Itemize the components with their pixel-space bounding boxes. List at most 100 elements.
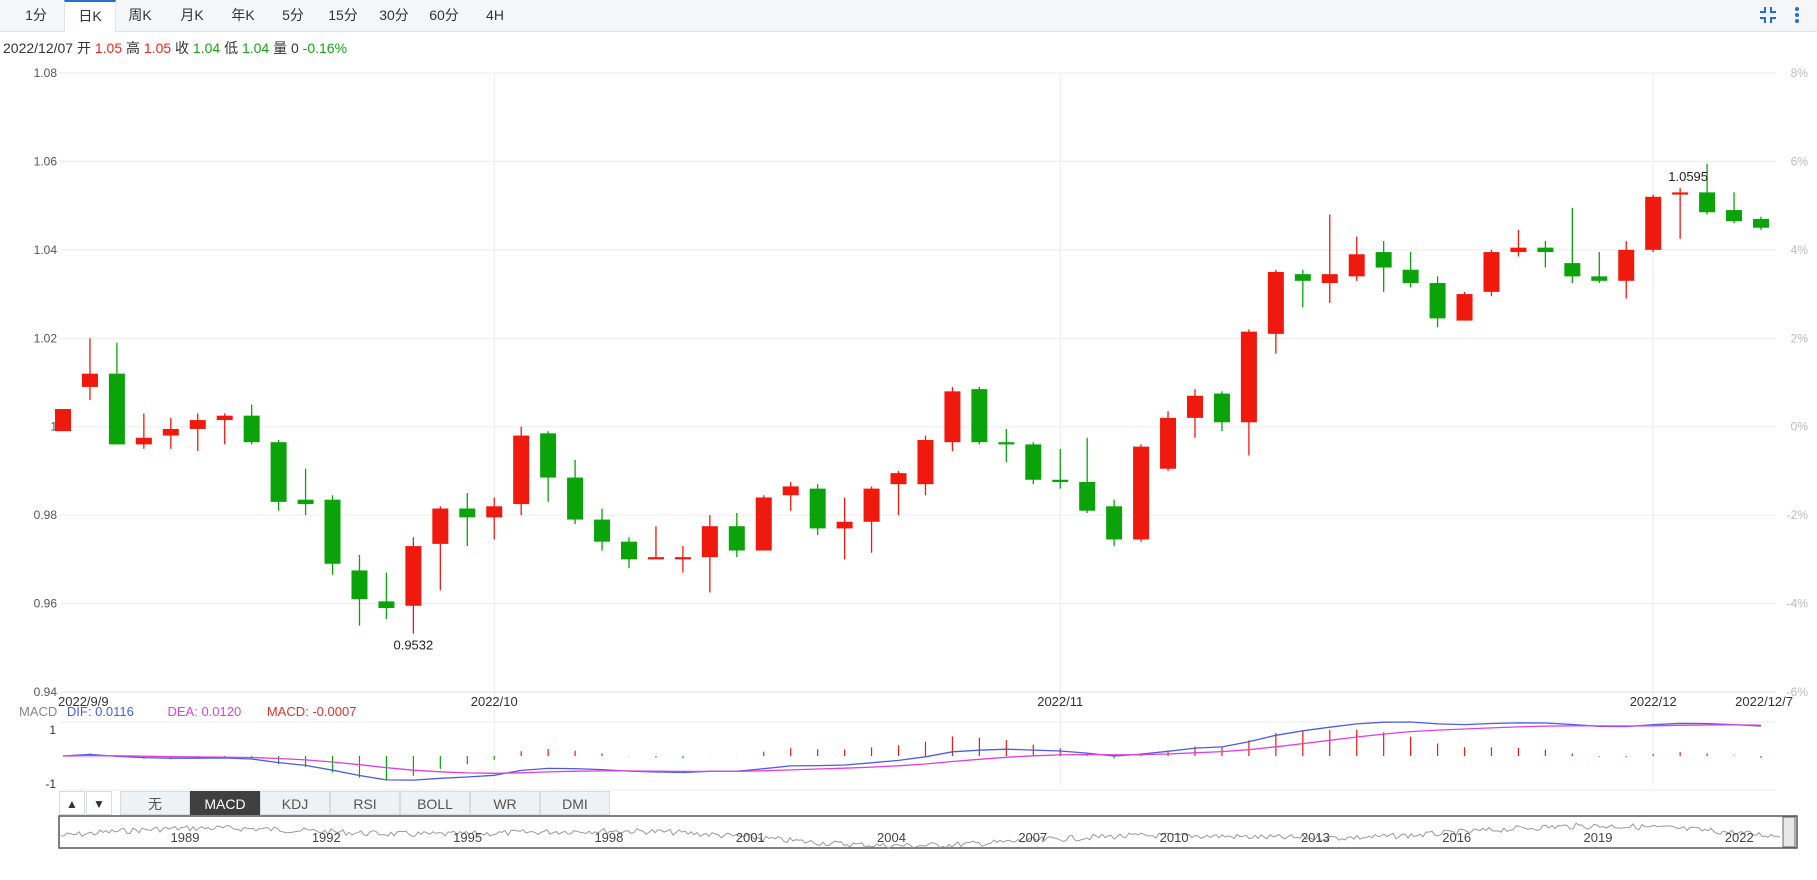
tab-monthly[interactable]: 月K [180, 7, 204, 23]
info-change: -0.16% [302, 40, 348, 56]
x-tick-label: 2022/12/7 [1735, 694, 1793, 709]
candle [162, 417, 179, 449]
indicator-none[interactable]: 无 [120, 791, 190, 815]
navigator-year-label: 1995 [453, 830, 482, 845]
scroll-down-button[interactable]: ▼ [86, 791, 112, 815]
candle-body [297, 499, 314, 505]
candle-body [432, 508, 449, 544]
candle-body [1564, 263, 1581, 277]
candle-body [1456, 294, 1473, 321]
candle [728, 512, 745, 558]
candle-body [270, 442, 287, 502]
scroll-up-button[interactable]: ▲ [59, 791, 85, 815]
candle-body [405, 546, 422, 606]
macd-y-tick: -1 [45, 777, 56, 791]
candle [809, 484, 826, 536]
candle-body [243, 415, 260, 443]
candle [1375, 241, 1392, 292]
candle [971, 386, 988, 445]
info-date: 2022/12/07 [3, 40, 74, 56]
y-tick-label: 0.98 [34, 508, 58, 522]
candle-body [135, 437, 152, 445]
info-volume: 0 [290, 40, 299, 56]
tab-1min[interactable]: 1分 [25, 7, 47, 23]
indicator-rsi[interactable]: RSI [330, 791, 400, 815]
candle-body [1699, 192, 1716, 213]
candle-body [944, 391, 961, 443]
candle [540, 431, 557, 502]
indicator-wr[interactable]: WR [470, 791, 540, 815]
indicator-dmi[interactable]: DMI [540, 791, 610, 815]
indicator-macd[interactable]: MACD [190, 791, 260, 815]
pct-tick-label: -2% [1787, 508, 1809, 522]
candle-body [540, 433, 557, 478]
candle-body [1025, 444, 1042, 480]
pct-tick-label: -6% [1787, 685, 1809, 699]
candle [324, 495, 341, 575]
candle [1133, 444, 1150, 542]
x-tick-label: 2022/10 [471, 694, 518, 709]
candle [944, 386, 961, 452]
tab-15min[interactable]: 15分 [328, 7, 358, 23]
macd-legend-title: MACD [19, 704, 58, 719]
candle [189, 413, 206, 452]
macd-dif-line [62, 721, 1762, 781]
candle [567, 459, 584, 524]
candle-body [189, 420, 206, 429]
candle [594, 508, 611, 551]
navigator-year-label: 1992 [312, 830, 341, 845]
candle [81, 338, 98, 401]
candle [890, 470, 907, 516]
candle-body [1591, 276, 1608, 281]
candle-body [378, 601, 395, 608]
candle [755, 495, 772, 551]
candle [432, 506, 449, 591]
candle [270, 439, 287, 511]
candle-body [1079, 481, 1096, 511]
candle-body [1510, 247, 1527, 253]
navigator-year-label: 2016 [1442, 830, 1471, 845]
pct-tick-label: -4% [1787, 597, 1809, 611]
macd-legend: MACD DIF: 0.0116 DEA: 0.0120 MACD: -0.00… [19, 704, 356, 719]
navigator-year-label: 1998 [594, 830, 623, 845]
tab-5min[interactable]: 5分 [282, 7, 304, 23]
ohlc-info: 2022/12/07 开 1.05 高 1.05 收 1.04 低 1.04 量… [3, 38, 347, 58]
candle [836, 497, 853, 560]
pct-tick-label: 6% [1791, 154, 1809, 168]
info-low-label: 低 [224, 40, 239, 56]
candle-body [1294, 274, 1311, 281]
candle [55, 409, 71, 432]
pct-tick-label: 4% [1791, 243, 1809, 257]
candle-body [998, 442, 1015, 445]
tab-4h[interactable]: 4H [486, 7, 504, 23]
candle [998, 428, 1015, 463]
candle-body [1106, 506, 1123, 540]
macd-y-tick: 1 [49, 723, 56, 737]
candle-body [594, 519, 611, 542]
candle-body [81, 373, 98, 387]
tab-daily[interactable]: 日K [64, 0, 116, 32]
candle [378, 572, 395, 620]
indicator-boll[interactable]: BOLL [400, 791, 470, 815]
indicator-kdj[interactable]: KDJ [260, 791, 330, 815]
period-tabbar: 1分 日K 周K 月K 年K 5分 15分 30分 60分 4H [0, 0, 1817, 32]
candle-body [1133, 446, 1150, 540]
candle [243, 404, 260, 445]
pct-tick-label: 8% [1791, 66, 1809, 80]
candle-body [351, 570, 368, 600]
candle [674, 546, 691, 573]
macd-dea-line [62, 724, 1762, 774]
info-open: 1.05 [94, 40, 123, 56]
candle [459, 493, 476, 547]
collapse-icon[interactable] [1757, 4, 1779, 26]
y-tick-label: 1.02 [34, 331, 58, 345]
more-vert-icon[interactable] [1790, 4, 1804, 26]
candle-body [1618, 249, 1635, 281]
tab-60min[interactable]: 60分 [429, 7, 459, 23]
tab-weekly[interactable]: 周K [128, 7, 152, 23]
tab-yearly[interactable]: 年K [231, 7, 255, 23]
candle [405, 537, 422, 634]
navigator-year-label: 1989 [171, 830, 200, 845]
tab-30min[interactable]: 30分 [379, 7, 409, 23]
